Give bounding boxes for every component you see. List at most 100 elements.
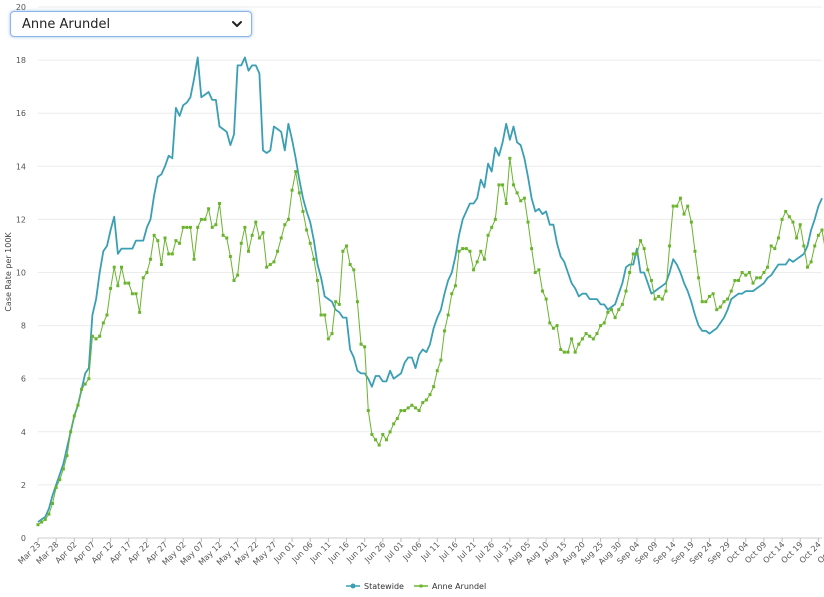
data-point xyxy=(519,199,523,203)
data-point xyxy=(377,443,381,447)
data-point xyxy=(511,183,515,187)
data-point xyxy=(123,281,127,285)
data-point xyxy=(769,244,773,248)
data-point xyxy=(181,225,185,229)
data-point xyxy=(722,300,726,304)
data-point xyxy=(504,201,508,205)
y-tick-label: 10 xyxy=(16,269,26,278)
data-point xyxy=(301,209,305,213)
data-point xyxy=(435,369,439,373)
data-point xyxy=(508,156,512,160)
data-point xyxy=(341,249,345,253)
data-point xyxy=(490,225,494,229)
data-point xyxy=(486,233,490,237)
data-point xyxy=(802,244,806,248)
data-point xyxy=(247,249,251,253)
data-point xyxy=(570,337,574,341)
data-point xyxy=(537,268,541,272)
data-point xyxy=(798,223,802,227)
data-point xyxy=(265,265,269,269)
data-point xyxy=(156,239,160,243)
data-point xyxy=(348,263,352,267)
data-point xyxy=(130,292,134,296)
data-point xyxy=(439,358,443,362)
data-point xyxy=(715,308,719,312)
data-point xyxy=(653,297,657,301)
legend-label[interactable]: Statewide xyxy=(364,582,404,591)
data-point xyxy=(787,215,791,219)
data-point xyxy=(210,225,214,229)
data-point xyxy=(577,342,581,346)
data-point xyxy=(87,377,91,381)
data-point xyxy=(733,278,737,282)
data-point xyxy=(791,220,795,224)
data-point xyxy=(657,294,661,298)
data-point xyxy=(232,278,236,282)
data-point xyxy=(319,313,323,317)
data-point xyxy=(682,212,686,216)
data-point xyxy=(671,204,675,208)
data-point xyxy=(290,188,294,192)
data-point xyxy=(159,263,163,267)
data-point xyxy=(693,249,697,253)
data-point xyxy=(784,209,788,213)
data-point xyxy=(370,432,374,436)
data-point xyxy=(228,255,232,259)
legend-label[interactable]: Anne Arundel xyxy=(432,582,486,591)
data-point xyxy=(700,300,704,304)
data-point xyxy=(149,257,153,261)
y-tick-label: 18 xyxy=(16,56,26,65)
data-point xyxy=(254,220,258,224)
y-tick-label: 14 xyxy=(16,162,26,171)
data-point xyxy=(188,225,192,229)
y-tick-label: 6 xyxy=(21,375,26,384)
data-point xyxy=(119,265,123,269)
data-point xyxy=(366,409,370,413)
legend: Statewide Anne Arundel xyxy=(346,582,486,591)
data-point xyxy=(762,271,766,274)
data-point xyxy=(617,308,621,312)
data-point xyxy=(457,249,461,253)
data-point xyxy=(112,265,116,269)
series-layer xyxy=(36,56,824,527)
data-point xyxy=(80,387,84,391)
data-point xyxy=(472,268,476,272)
data-point xyxy=(530,247,534,251)
x-tick-label: Jul 26 xyxy=(473,540,496,563)
data-point xyxy=(740,271,744,274)
data-point xyxy=(276,249,280,253)
y-axis: 0 2 4 6 8 10 12 14 16 18 20 xyxy=(16,3,26,543)
data-point xyxy=(482,257,486,261)
x-tick-label: Jul 16 xyxy=(437,540,460,563)
data-point xyxy=(305,228,309,232)
data-point xyxy=(678,196,682,200)
data-point xyxy=(668,244,672,248)
data-point xyxy=(443,329,447,333)
data-point xyxy=(766,265,770,269)
y-axis-title: Case Rate per 100K xyxy=(4,232,13,312)
data-point xyxy=(98,334,102,338)
data-point xyxy=(816,233,820,237)
data-point xyxy=(116,284,120,288)
data-point xyxy=(635,252,639,256)
y-tick-label: 2 xyxy=(21,481,26,490)
data-point xyxy=(744,273,748,277)
data-point xyxy=(751,281,755,285)
data-point xyxy=(755,276,759,280)
county-select[interactable]: Anne Arundel xyxy=(10,11,252,37)
x-tick-label: Jul 06 xyxy=(401,540,424,563)
data-point xyxy=(170,252,174,256)
y-tick-label: 12 xyxy=(16,215,26,224)
data-point xyxy=(704,300,708,304)
legend-marker xyxy=(350,583,356,589)
data-point xyxy=(221,233,225,237)
data-point xyxy=(326,337,330,341)
data-point xyxy=(707,294,711,298)
data-point xyxy=(424,398,428,402)
data-point xyxy=(809,260,813,264)
data-point xyxy=(609,308,613,312)
data-point xyxy=(711,292,715,296)
data-point xyxy=(729,289,733,293)
data-point xyxy=(83,382,87,386)
data-point xyxy=(551,326,555,330)
